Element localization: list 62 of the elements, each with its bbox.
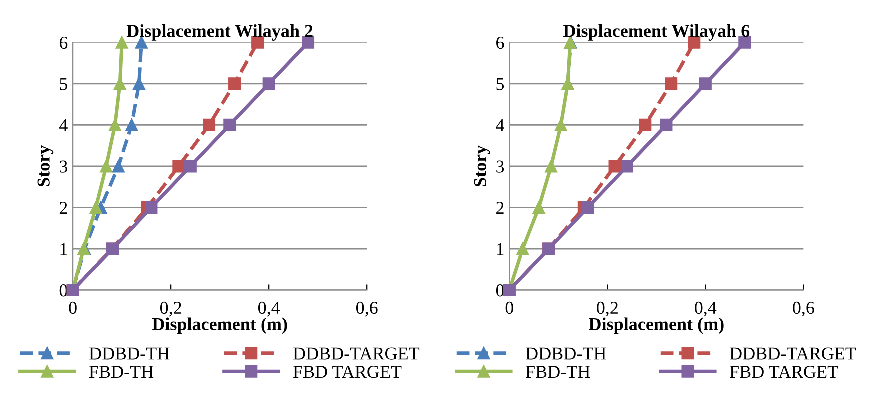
y-tick-label: 6 (60, 36, 68, 50)
legend-label: DDBD-TARGET (730, 348, 856, 360)
y-axis-title: Story (38, 146, 54, 187)
legend-label: FBD TARGET (730, 366, 838, 378)
point (262, 78, 276, 90)
y-tick-label: 5 (60, 78, 68, 90)
y-tick-label: 1 (60, 243, 68, 256)
point (114, 78, 126, 90)
point (112, 160, 125, 173)
point (203, 118, 216, 132)
chart-title: Displacement Wilayah 2 (126, 24, 313, 41)
legend-label: DDBD-TH (526, 348, 606, 360)
point (184, 160, 197, 173)
point (554, 118, 568, 132)
chart-title: Displacement Wilayah 6 (564, 24, 750, 41)
point (639, 118, 652, 132)
point (738, 36, 752, 49)
point (228, 78, 242, 90)
legend-label: DDBD-TH (89, 348, 170, 360)
point (100, 160, 113, 173)
y-tick-label: 2 (496, 202, 504, 214)
point (532, 201, 546, 214)
x-tick-label: 0,2 (160, 302, 182, 317)
y-tick-label: 1 (497, 243, 504, 256)
point (516, 242, 530, 256)
y-tick-label: 4 (496, 120, 505, 132)
y-axis-title: Story (474, 146, 490, 187)
y-tick-label: 6 (496, 36, 504, 50)
point (699, 78, 712, 90)
point (582, 201, 594, 214)
legend-label: FBD TARGET (293, 366, 402, 378)
point (608, 160, 622, 173)
point (132, 78, 146, 90)
legend-label: DDBD-TARGET (293, 348, 420, 360)
x-tick-label: 0 (506, 302, 514, 314)
y-tick-label: 2 (60, 202, 68, 214)
legend-label: FBD-TH (89, 366, 154, 378)
point (665, 78, 678, 90)
y-tick-label: 5 (496, 78, 504, 90)
x-axis-title: Displacement (m) (152, 318, 288, 334)
y-tick-label: 3 (60, 160, 68, 173)
point (545, 160, 558, 173)
x-tick-label: 0 (69, 302, 77, 314)
point (621, 160, 634, 173)
x-tick-label: 0,4 (258, 302, 280, 317)
x-tick-label: 0,2 (597, 302, 618, 317)
legend-label: FBD-TH (526, 366, 590, 378)
point (116, 36, 128, 49)
y-tick-label: 4 (60, 120, 68, 132)
x-tick-label: 0,6 (356, 302, 378, 317)
point (660, 118, 673, 132)
x-axis-title: Displacement (m) (589, 318, 724, 334)
point (224, 118, 236, 132)
point (145, 201, 158, 214)
point (108, 118, 122, 132)
point (172, 160, 186, 173)
y-tick-label: 3 (496, 160, 504, 173)
x-tick-label: 0,6 (793, 302, 814, 317)
point (302, 36, 315, 49)
point (126, 118, 138, 132)
x-tick-label: 0,4 (695, 302, 717, 317)
point (90, 201, 102, 214)
